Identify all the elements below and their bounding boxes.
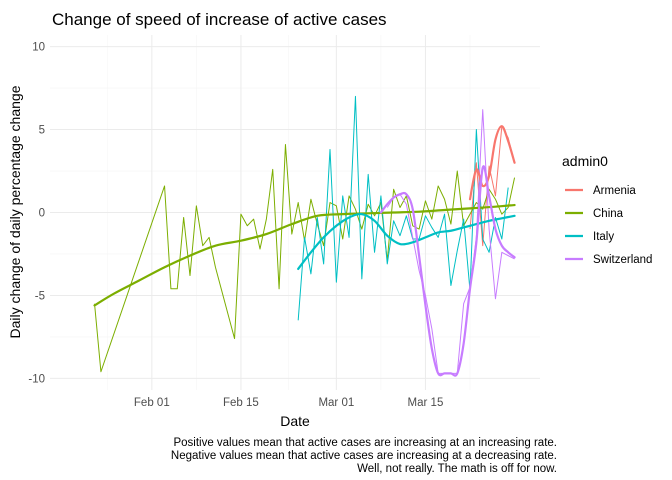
y-tick-label: -5 (35, 290, 45, 302)
series-smooth-switzerland (379, 165, 516, 377)
legend-label-china: China (593, 208, 624, 220)
series-raw-switzerland (386, 109, 515, 374)
legend-title: admin0 (562, 153, 608, 169)
series-smooth-china (93, 203, 516, 307)
y-tick-label: -10 (28, 373, 45, 385)
legend-item-china: China (565, 208, 624, 220)
legend-item-armenia: Armenia (565, 185, 636, 197)
x-axis-ticks: Feb 01 Feb 15 Mar 01 Mar 15 (134, 397, 443, 409)
chart-title: Change of speed of increase of active ca… (52, 10, 387, 29)
series-raw-italy (297, 95, 509, 321)
legend: admin0 Armenia China Italy Switzerland (562, 153, 652, 266)
y-axis-title: Daily change of daily percentage change (7, 85, 23, 338)
raw-series-lines (94, 95, 516, 374)
x-tick-label: Feb 01 (134, 397, 170, 409)
x-tick-label: Mar 01 (318, 397, 354, 409)
smoothed-series-lines (93, 125, 516, 377)
legend-label-armenia: Armenia (593, 185, 636, 197)
legend-item-italy: Italy (565, 231, 614, 243)
series-smooth-armenia (468, 125, 516, 201)
x-tick-label: Feb 15 (223, 397, 259, 409)
y-tick-label: 0 (39, 208, 45, 220)
legend-label-switzerland: Switzerland (593, 254, 652, 266)
caption-line-1: Positive values mean that active cases a… (173, 437, 557, 449)
x-axis-title: Date (280, 413, 310, 429)
legend-label-italy: Italy (593, 231, 614, 243)
caption-line-2: Negative values mean that active cases a… (171, 450, 557, 462)
series-raw-china (94, 143, 516, 373)
x-tick-label: Mar 15 (408, 397, 444, 409)
legend-item-switzerland: Switzerland (565, 254, 652, 266)
caption: Positive values mean that active cases a… (171, 437, 557, 475)
y-tick-label: 10 (32, 42, 45, 54)
y-tick-label: 5 (39, 125, 45, 137)
grid (50, 35, 540, 390)
y-axis-ticks: -10 -5 0 5 10 (28, 42, 45, 386)
caption-line-3: Well, not really. The math is off for no… (357, 463, 557, 475)
